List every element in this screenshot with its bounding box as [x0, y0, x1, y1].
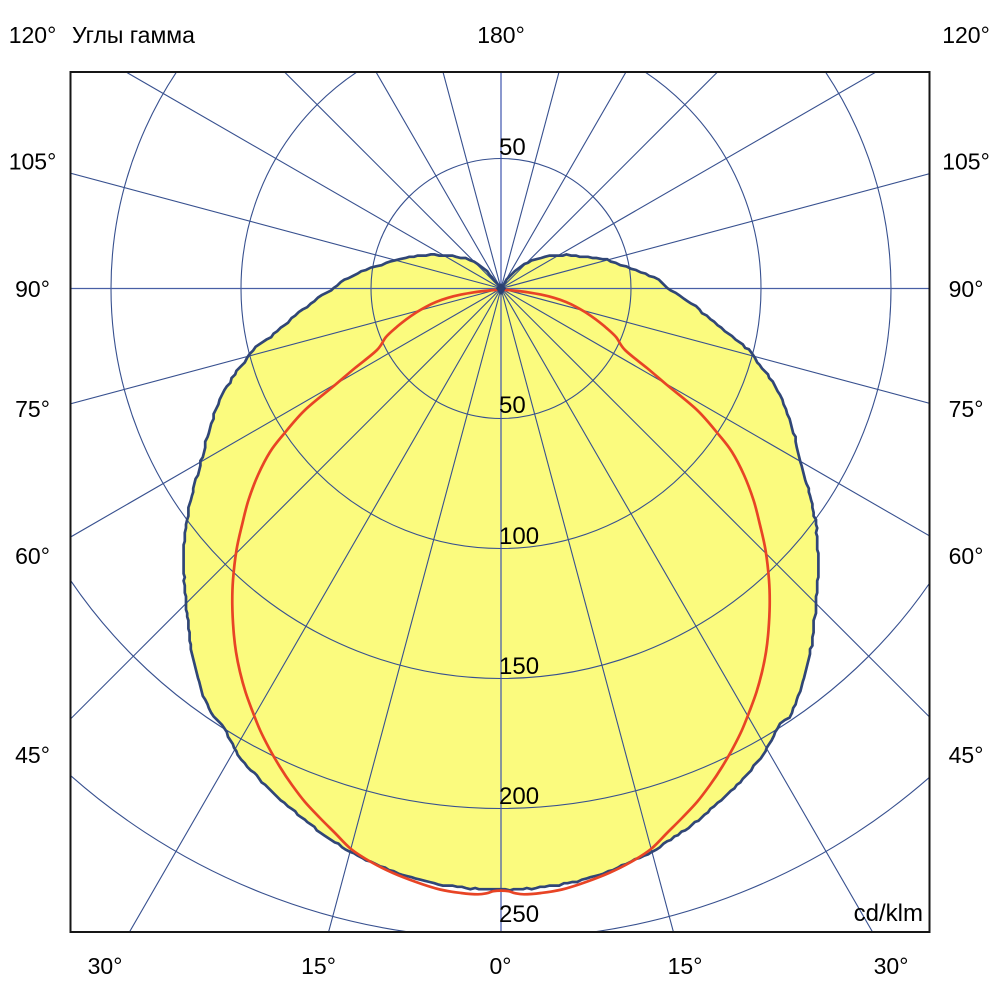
svg-text:90°: 90°: [949, 276, 984, 302]
svg-text:100: 100: [499, 523, 539, 550]
svg-text:120°: 120°: [9, 22, 57, 48]
svg-text:150: 150: [499, 653, 539, 680]
svg-text:15°: 15°: [301, 953, 336, 979]
svg-text:45°: 45°: [949, 742, 984, 768]
svg-text:75°: 75°: [949, 396, 984, 422]
svg-text:105°: 105°: [9, 148, 57, 174]
svg-text:105°: 105°: [942, 148, 990, 174]
svg-text:45°: 45°: [15, 742, 50, 768]
svg-text:75°: 75°: [15, 396, 50, 422]
svg-text:30°: 30°: [88, 953, 123, 979]
svg-text:60°: 60°: [15, 543, 50, 569]
svg-text:50: 50: [499, 392, 526, 419]
svg-text:120°: 120°: [942, 22, 990, 48]
svg-text:15°: 15°: [668, 953, 703, 979]
svg-text:50: 50: [499, 134, 526, 161]
svg-text:Углы гамма: Углы гамма: [72, 22, 195, 48]
svg-text:90°: 90°: [15, 276, 50, 302]
svg-text:30°: 30°: [874, 953, 909, 979]
svg-text:200: 200: [499, 783, 539, 810]
svg-text:cd/klm: cd/klm: [854, 900, 923, 927]
svg-text:250: 250: [499, 901, 539, 928]
svg-text:0°: 0°: [490, 953, 512, 979]
svg-text:60°: 60°: [949, 543, 984, 569]
svg-text:180°: 180°: [477, 22, 525, 48]
